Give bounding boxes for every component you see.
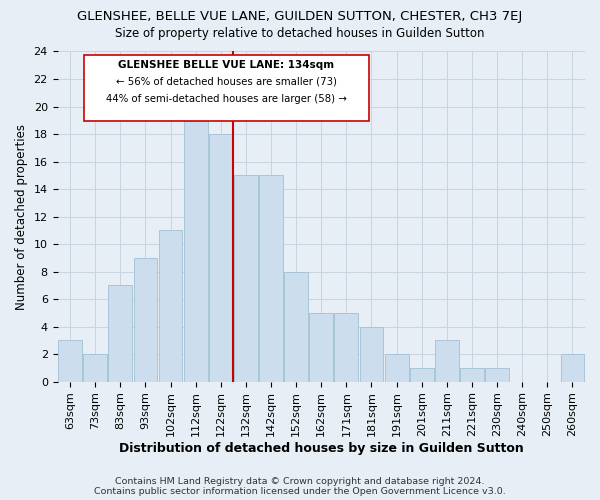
Bar	[485, 368, 509, 382]
Bar	[109, 286, 132, 382]
Bar	[334, 313, 358, 382]
X-axis label: Distribution of detached houses by size in Guilden Sutton: Distribution of detached houses by size …	[119, 442, 524, 455]
Bar	[560, 354, 584, 382]
Bar	[234, 176, 258, 382]
FancyBboxPatch shape	[84, 55, 369, 121]
Text: ← 56% of detached houses are smaller (73): ← 56% of detached houses are smaller (73…	[116, 77, 337, 87]
Text: Contains public sector information licensed under the Open Government Licence v3: Contains public sector information licen…	[94, 487, 506, 496]
Bar	[385, 354, 409, 382]
Bar	[134, 258, 157, 382]
Bar	[435, 340, 459, 382]
Bar	[158, 230, 182, 382]
Bar	[310, 313, 333, 382]
Bar	[410, 368, 434, 382]
Bar	[359, 326, 383, 382]
Text: Contains HM Land Registry data © Crown copyright and database right 2024.: Contains HM Land Registry data © Crown c…	[115, 477, 485, 486]
Text: GLENSHEE, BELLE VUE LANE, GUILDEN SUTTON, CHESTER, CH3 7EJ: GLENSHEE, BELLE VUE LANE, GUILDEN SUTTON…	[77, 10, 523, 23]
Text: 44% of semi-detached houses are larger (58) →: 44% of semi-detached houses are larger (…	[106, 94, 347, 104]
Bar	[259, 176, 283, 382]
Bar	[284, 272, 308, 382]
Text: Size of property relative to detached houses in Guilden Sutton: Size of property relative to detached ho…	[115, 28, 485, 40]
Bar	[83, 354, 107, 382]
Text: GLENSHEE BELLE VUE LANE: 134sqm: GLENSHEE BELLE VUE LANE: 134sqm	[118, 60, 334, 70]
Y-axis label: Number of detached properties: Number of detached properties	[15, 124, 28, 310]
Bar	[209, 134, 233, 382]
Bar	[184, 106, 208, 382]
Bar	[58, 340, 82, 382]
Bar	[460, 368, 484, 382]
